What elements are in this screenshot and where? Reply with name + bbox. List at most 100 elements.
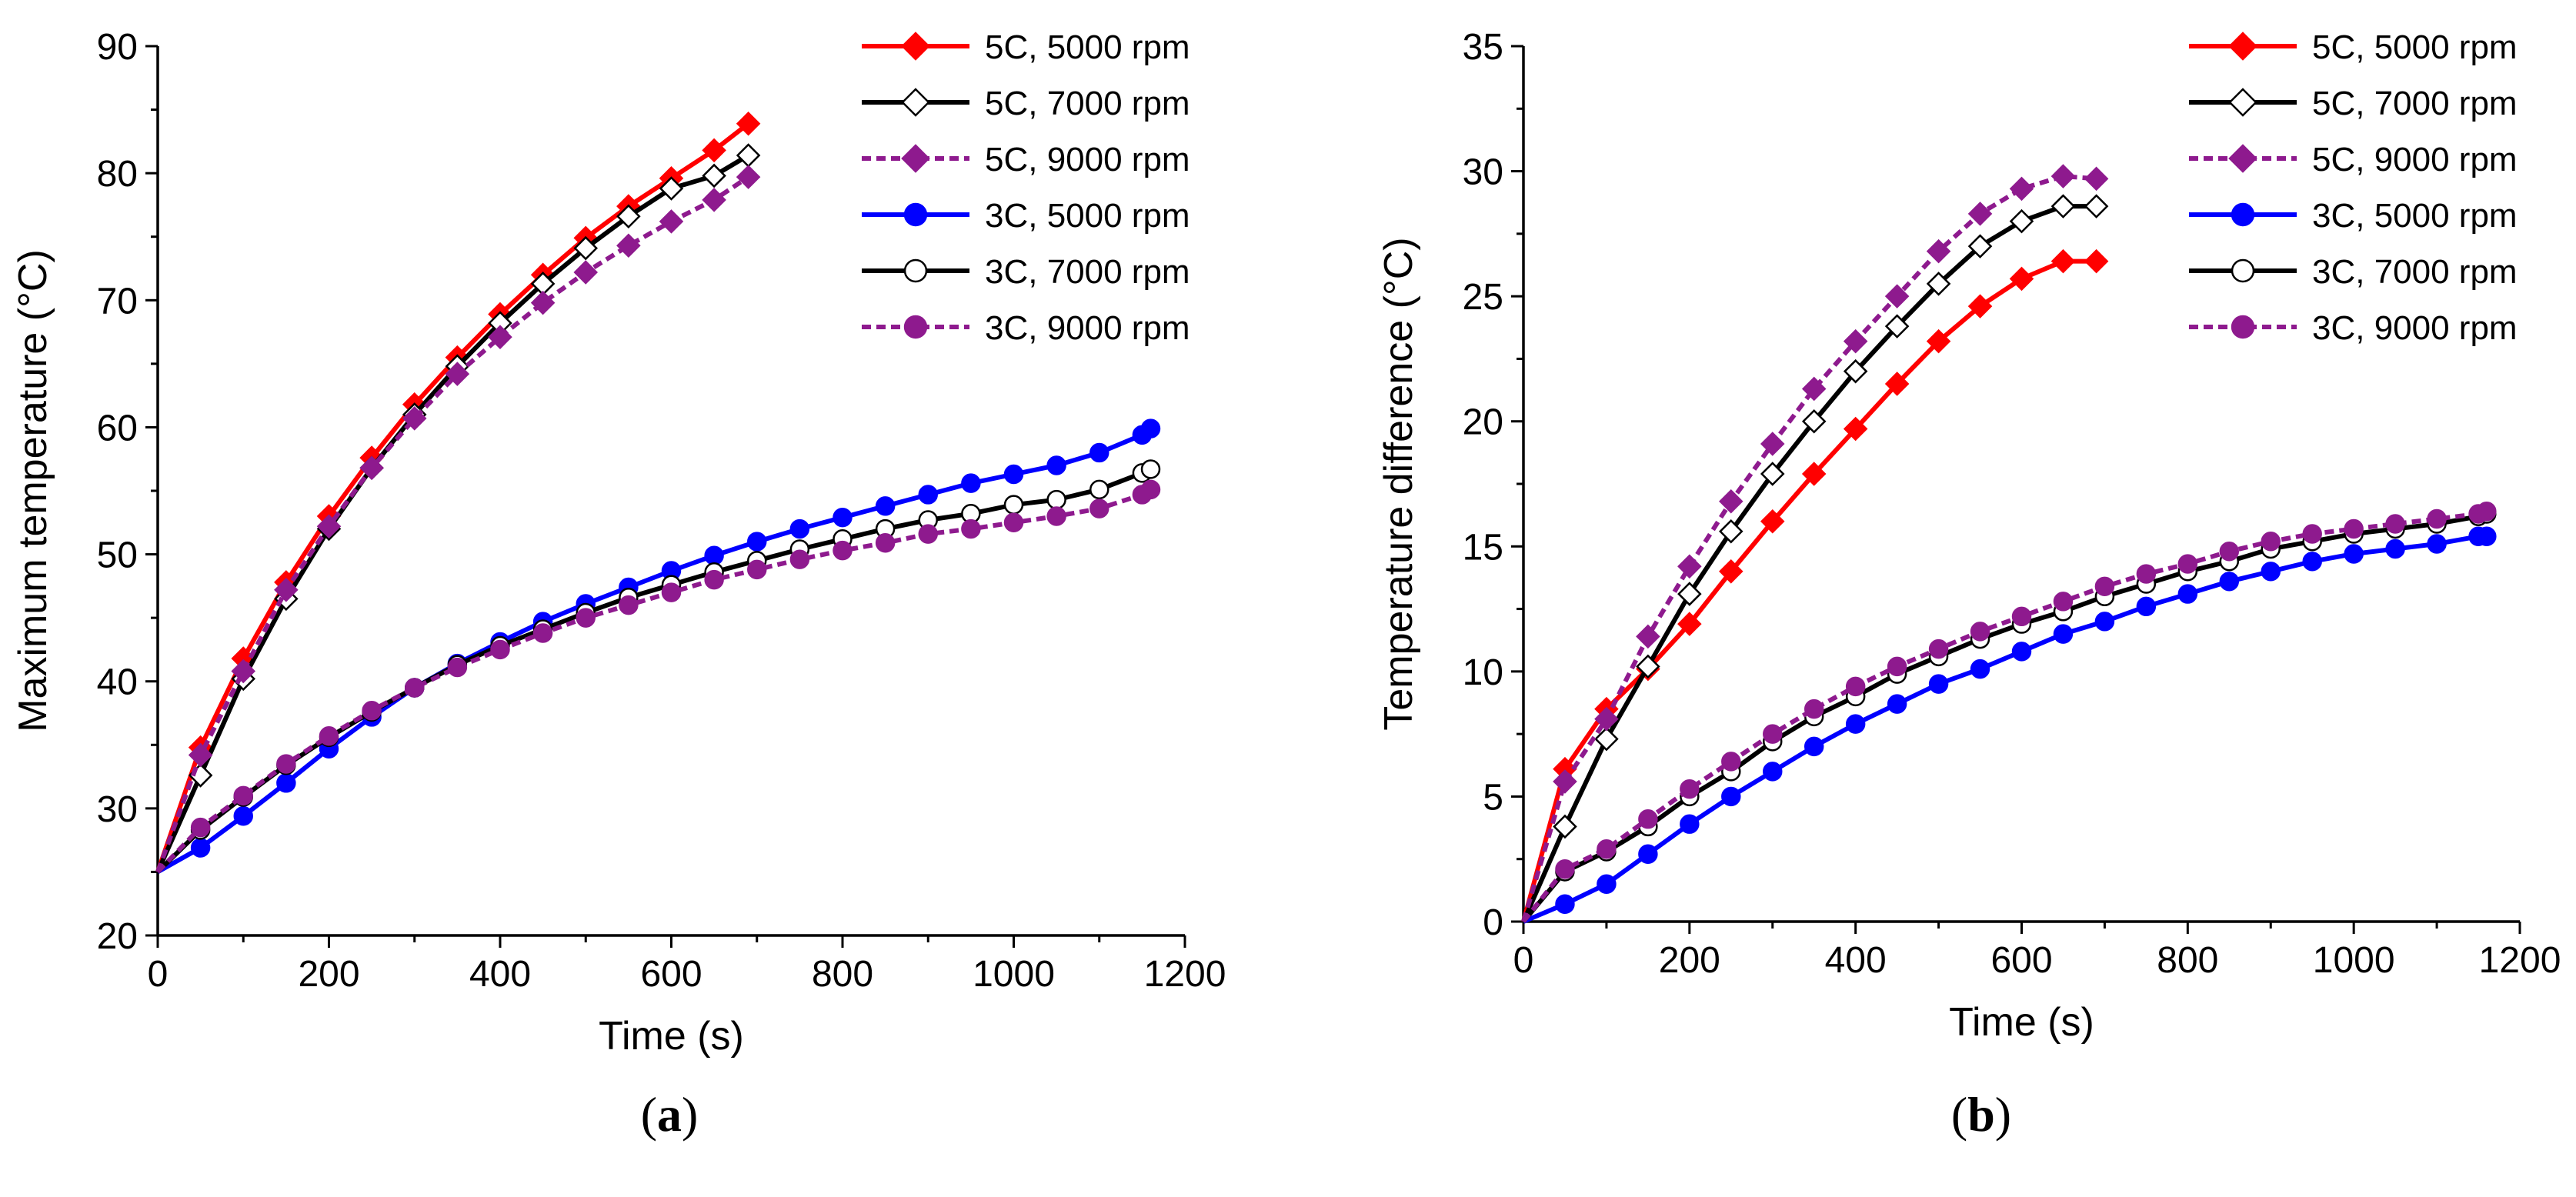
data-point: [1677, 612, 1702, 636]
series-line: [156, 426, 1153, 875]
legend-label: 3C, 5000 rpm: [2312, 197, 2518, 235]
data-point: [1719, 519, 1743, 544]
series-line: [1521, 508, 2488, 923]
series-line: [155, 175, 750, 873]
data-point: [1760, 462, 1785, 486]
data-point: [2050, 248, 2076, 274]
data-point: [362, 700, 382, 721]
data-point: [1003, 495, 1024, 515]
x-tick-label: 200: [1659, 940, 1720, 981]
data-point: [2084, 194, 2109, 218]
series-2: [155, 165, 761, 873]
x-tick-label: 1000: [973, 954, 1055, 995]
legend-label: 5C, 7000 rpm: [985, 85, 1190, 122]
data-point: [2053, 592, 2074, 612]
data-point: [1638, 844, 1658, 864]
y-tick-label: 30: [1463, 152, 1503, 193]
data-point: [1677, 582, 1702, 606]
data-point: [702, 138, 726, 163]
data-point: [918, 524, 938, 544]
data-point: [1928, 674, 1949, 694]
data-point: [747, 532, 767, 552]
legend-marker: [2231, 202, 2255, 227]
data-point: [2427, 508, 2447, 529]
data-point: [961, 518, 981, 539]
data-point: [447, 657, 468, 678]
data-point: [190, 838, 211, 858]
data-point: [2427, 534, 2447, 554]
y-tick-label: 10: [1463, 652, 1503, 693]
y-tick-label: 80: [97, 154, 138, 195]
data-point: [276, 754, 296, 774]
data-point: [1046, 506, 1066, 526]
legend-label: 3C, 7000 rpm: [2312, 253, 2518, 291]
y-tick-label: 70: [97, 281, 138, 322]
data-point: [1763, 762, 1783, 782]
legend-label: 3C, 7000 rpm: [985, 253, 1190, 291]
data-point: [2011, 642, 2032, 662]
data-point: [1003, 464, 1024, 485]
data-point: [233, 785, 253, 806]
data-point: [2009, 176, 2034, 202]
data-point: [1967, 294, 1993, 318]
data-point: [1638, 809, 1658, 829]
panel-b-chart: 0 200 400 600 800 1000 1200 0 5 10 15 20 25 30 35 Time …: [1376, 27, 2561, 1045]
data-point: [359, 455, 384, 481]
data-point: [1555, 859, 1575, 879]
series-line: [155, 122, 750, 873]
legend-marker: [901, 88, 930, 117]
data-point: [1884, 372, 1910, 396]
x-tick-label: 1200: [2479, 940, 2561, 981]
y-axis-title: Temperature difference (°C): [1376, 237, 1421, 730]
series-5: [155, 479, 1161, 874]
data-point: [2050, 194, 2076, 218]
data-point: [789, 549, 810, 569]
data-point: [576, 608, 596, 628]
x-tick-label: 0: [1513, 940, 1534, 981]
data-point: [704, 545, 724, 565]
y-tick-label: 40: [97, 662, 138, 703]
x-tick-label: 600: [640, 954, 702, 995]
data-point: [1843, 416, 1868, 442]
series-line: [1521, 204, 2097, 923]
y-tick-label: 35: [1463, 27, 1503, 68]
series-4: [1521, 504, 2497, 923]
data-point: [2094, 612, 2115, 632]
x-axis-title: Time (s): [1949, 1000, 2094, 1045]
data-point: [2177, 554, 2198, 574]
data-point: [1760, 432, 1785, 456]
x-tick-label: 1000: [2313, 940, 2395, 981]
x-tick-label: 200: [298, 954, 359, 995]
data-point: [875, 532, 896, 553]
data-point: [573, 260, 599, 285]
y-tick-label: 0: [1483, 902, 1503, 943]
data-point: [1721, 752, 1741, 772]
panel-a-label: (a): [641, 1087, 699, 1142]
data-point: [2136, 564, 2157, 584]
data-point: [1089, 442, 1109, 463]
data-point: [1926, 238, 1951, 264]
series-1: [155, 143, 761, 873]
data-point: [918, 485, 938, 505]
data-point: [1555, 894, 1575, 914]
data-point: [659, 176, 684, 201]
data-point: [1553, 769, 1577, 794]
data-point: [1719, 559, 1743, 584]
data-point: [1003, 512, 1024, 533]
y-tick-label: 25: [1463, 277, 1503, 318]
y-tick-label: 20: [1463, 402, 1503, 443]
data-point: [276, 773, 296, 793]
y-tick-label: 5: [1483, 777, 1503, 818]
data-point: [233, 806, 253, 826]
data-point: [2084, 166, 2109, 192]
data-point: [661, 582, 682, 602]
data-point: [1763, 724, 1783, 744]
data-point: [1804, 736, 1824, 757]
data-point: [1553, 814, 1577, 839]
data-point: [2084, 248, 2109, 274]
legend-label: 5C, 9000 rpm: [985, 141, 1190, 178]
data-point: [736, 165, 761, 189]
data-point: [875, 496, 896, 516]
legend-marker: [903, 258, 928, 283]
legend-label: 5C, 7000 rpm: [2312, 85, 2518, 122]
